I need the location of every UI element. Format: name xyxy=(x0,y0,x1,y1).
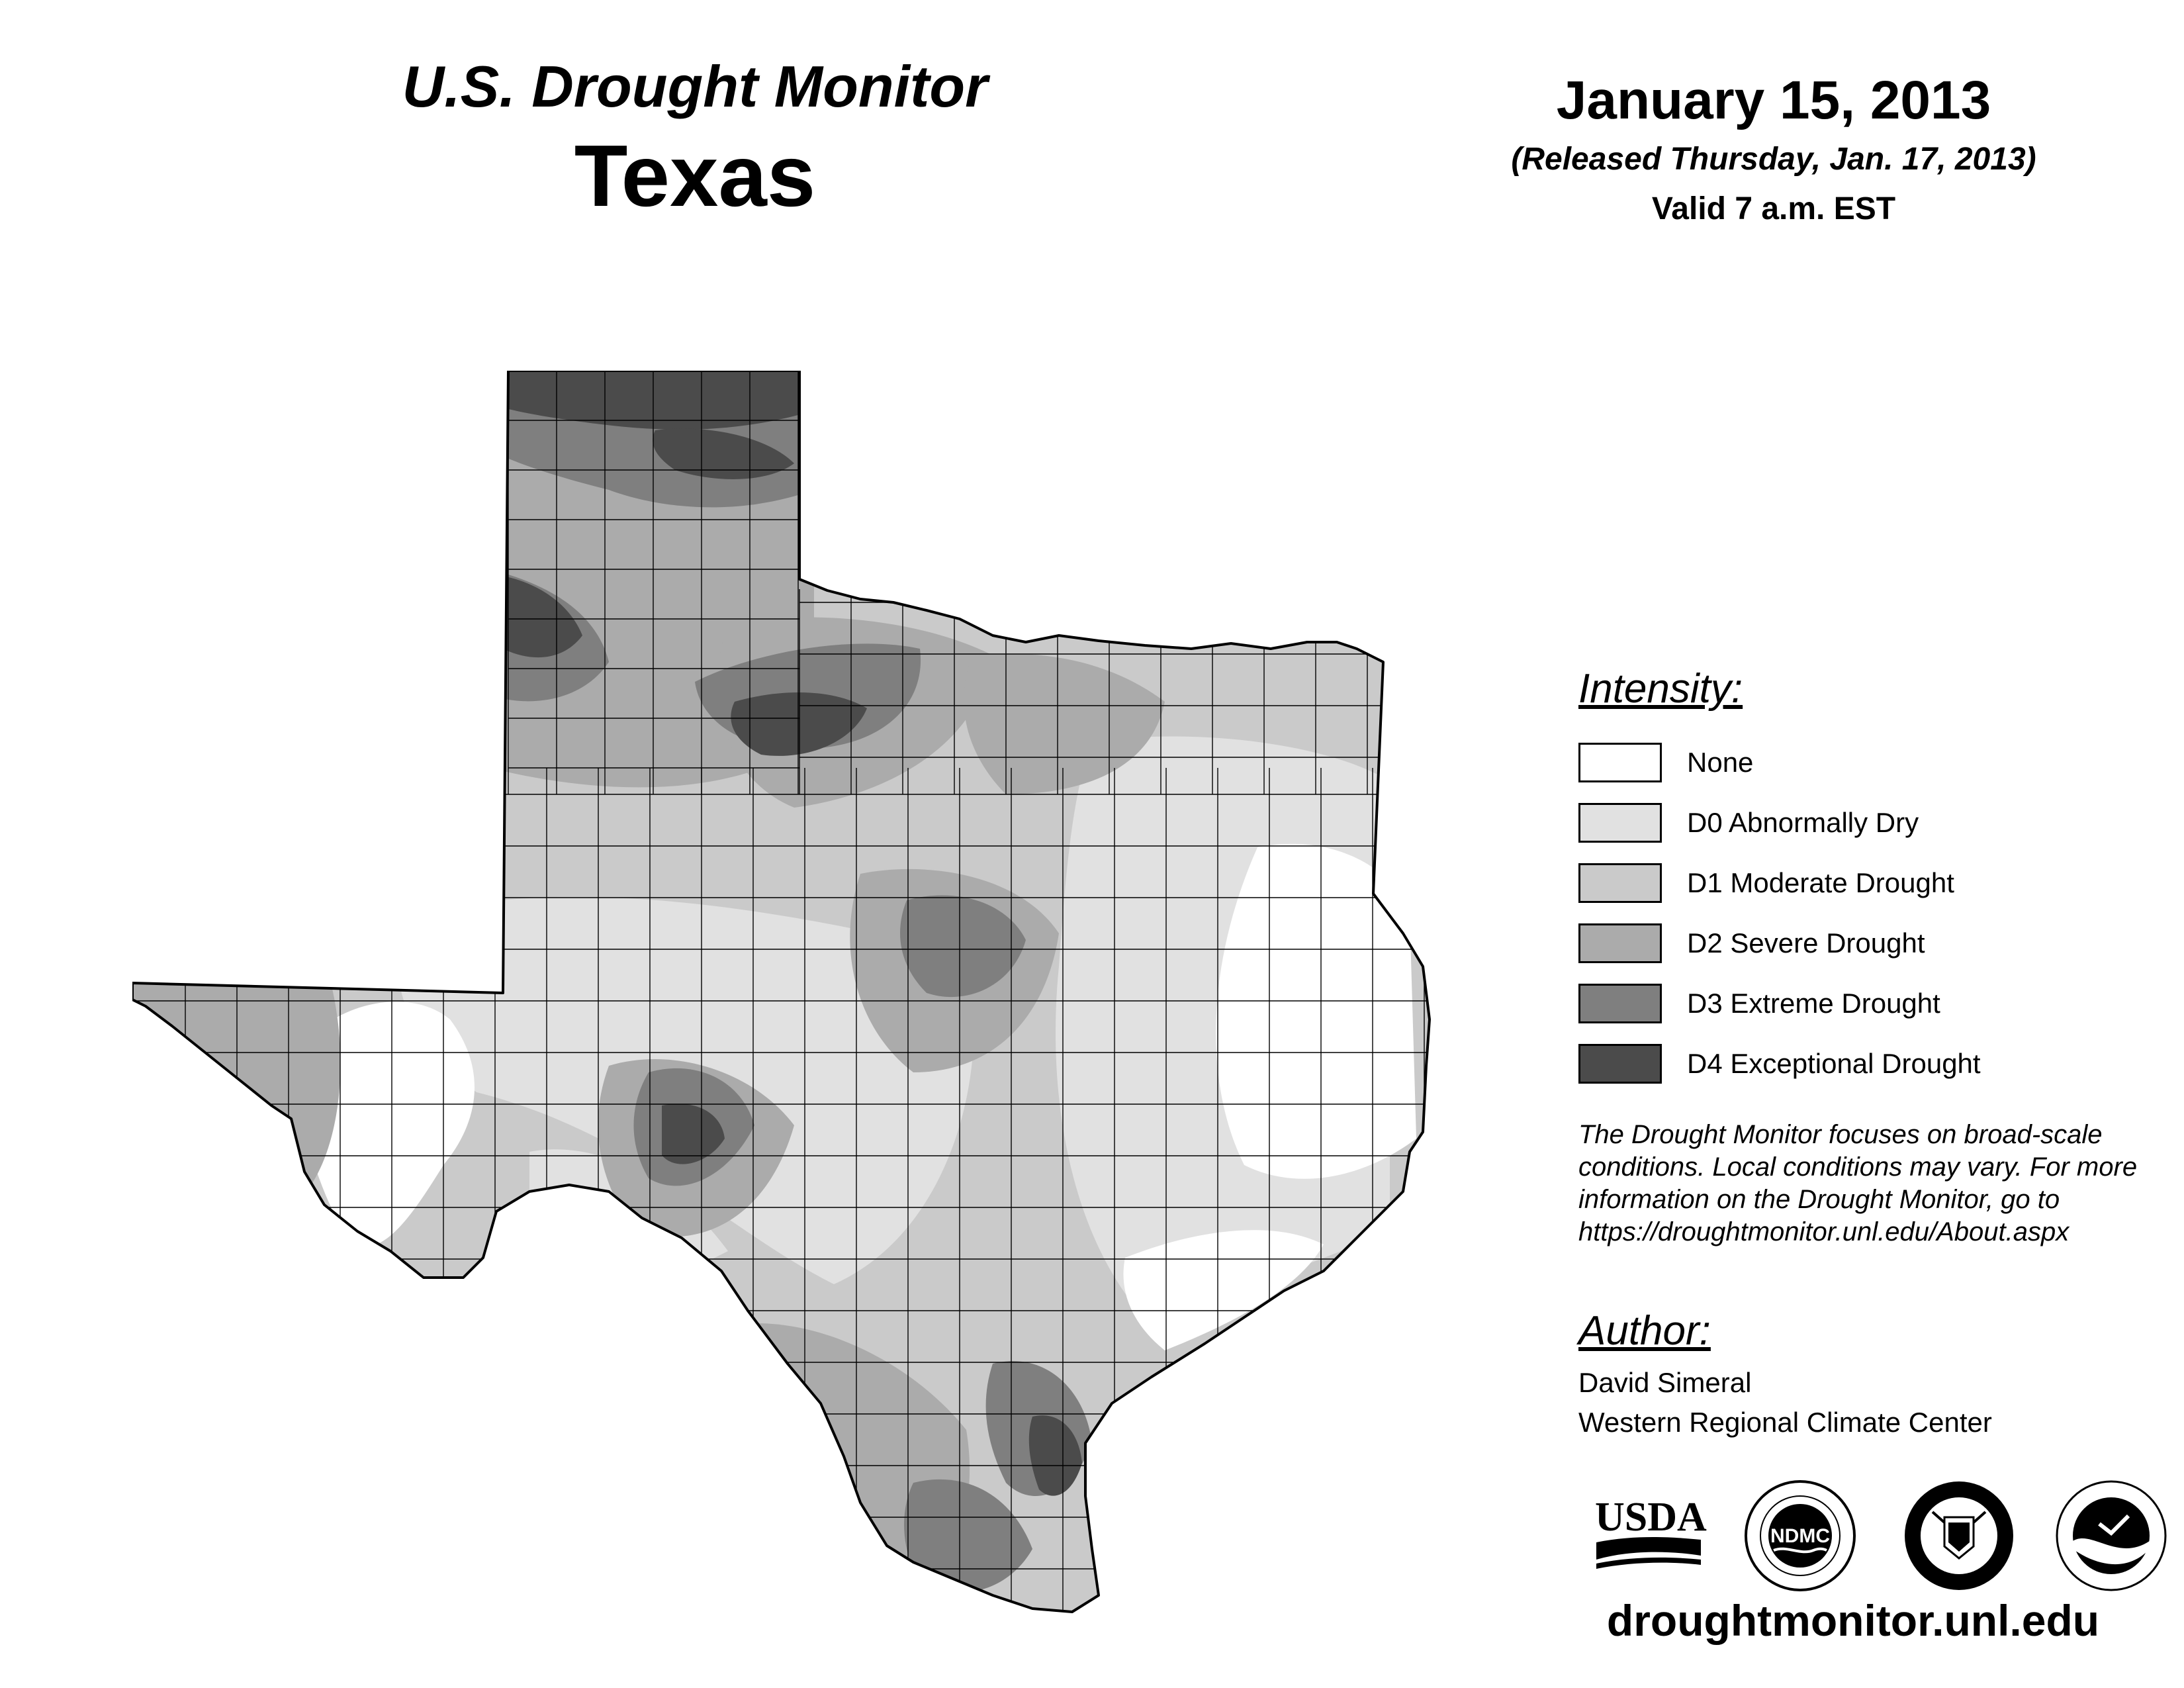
partner-logos: USDA NDMC xyxy=(1595,1480,2167,1591)
legend-swatch-d1 xyxy=(1578,863,1662,903)
legend-swatch-d0 xyxy=(1578,802,1662,843)
usda-logo: USDA xyxy=(1595,1495,1707,1569)
legend-label-d3: D3 Extreme Drought xyxy=(1687,987,1940,1019)
d4-region-panhandle-east xyxy=(653,428,794,479)
title-block: U.S. Drought Monitor Texas xyxy=(357,53,1032,226)
d4-region-rolling-plains xyxy=(731,692,867,756)
state-name: Texas xyxy=(574,127,816,224)
map-title: U.S. Drought Monitor xyxy=(402,54,988,119)
usda-logo-text: USDA xyxy=(1595,1495,1707,1540)
legend-title: Intensity: xyxy=(1578,666,1743,712)
legend-label-d1: D1 Moderate Drought xyxy=(1687,867,1954,898)
legend-item-d2: D2 Severe Drought xyxy=(1578,913,2121,973)
texas-outline xyxy=(132,371,1431,1613)
legend-swatch-d2 xyxy=(1578,923,1662,963)
valid-time: Valid 7 a.m. EST xyxy=(1651,191,1896,226)
legend-label-d0: D0 Abnormally Dry xyxy=(1687,806,1919,838)
author-name: David Simeral xyxy=(1578,1367,1752,1398)
disclaimer-note: The Drought Monitor focuses on broad-sca… xyxy=(1578,1120,2138,1246)
d3-region-central xyxy=(900,895,1026,998)
legend-label-none: None xyxy=(1687,746,1754,778)
d3-region-south-texas xyxy=(904,1479,1032,1593)
legend-item-d3: D3 Extreme Drought xyxy=(1578,973,2121,1033)
author-heading: Author: xyxy=(1578,1308,1711,1354)
ndmc-logo: NDMC xyxy=(1745,1480,1856,1591)
legend-swatch-d3 xyxy=(1578,983,1662,1023)
release-date: (Released Thursday, Jan. 17, 2013) xyxy=(1511,142,2036,177)
none-region-northeast xyxy=(1216,843,1416,1179)
legend-label-d2: D2 Severe Drought xyxy=(1687,927,1925,959)
legend: Intensity: None D0 Abnormally Dry D1 Mod… xyxy=(1578,665,2121,1094)
legend-item-d1: D1 Moderate Drought xyxy=(1578,853,2121,913)
d2-region-farwest xyxy=(132,983,341,1185)
texas-drought-map xyxy=(132,371,1431,1613)
d2-region-northcentral xyxy=(964,653,1165,794)
website-url[interactable]: droughtmonitor.unl.edu xyxy=(1606,1596,2100,1645)
map-date: January 15, 2013 xyxy=(1556,70,1991,130)
legend-item-none: None xyxy=(1578,732,2121,792)
commerce-seal-logo xyxy=(1905,1481,2013,1590)
d4-region-south-plains xyxy=(503,576,582,658)
ndmc-logo-text: NDMC xyxy=(1770,1525,1830,1547)
author-organization: Western Regional Climate Center xyxy=(1578,1407,1992,1438)
noaa-logo xyxy=(2056,1480,2167,1591)
legend-swatch-d4 xyxy=(1578,1043,1662,1084)
legend-swatch-none xyxy=(1578,742,1662,782)
none-region-coast xyxy=(1123,1230,1324,1350)
date-block: January 15, 2013 (Released Thursday, Jan… xyxy=(1443,70,2105,227)
d4-region-coast xyxy=(1028,1415,1082,1496)
legend-item-d4: D4 Exceptional Drought xyxy=(1578,1033,2121,1094)
d4-region-north-panhandle xyxy=(490,371,814,430)
legend-item-d0: D0 Abnormally Dry xyxy=(1578,792,2121,853)
d4-region-edwards xyxy=(662,1103,725,1164)
legend-label-d4: D4 Exceptional Drought xyxy=(1687,1047,1981,1079)
